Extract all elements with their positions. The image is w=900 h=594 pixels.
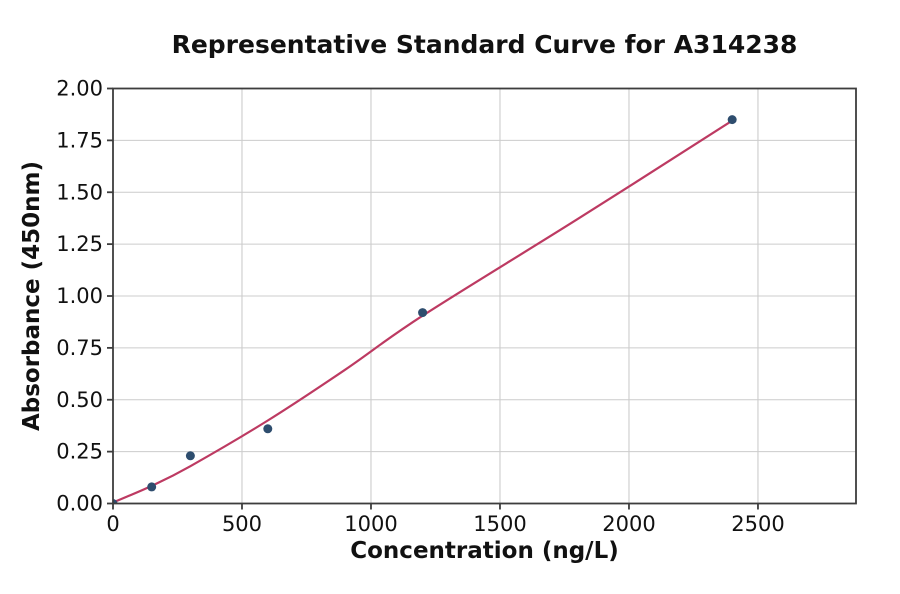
data-point <box>263 424 273 434</box>
data-point <box>418 308 428 318</box>
y-tick-label: 1.75 <box>56 128 103 152</box>
x-tick-label: 1000 <box>344 512 397 536</box>
x-tick-label: 0 <box>106 512 119 536</box>
x-axis-label: Concentration (ng/L) <box>350 538 619 564</box>
y-tick-label: 0.25 <box>56 440 103 464</box>
x-tick-label: 1500 <box>473 512 526 536</box>
chart-title: Representative Standard Curve for A31423… <box>171 30 798 59</box>
y-tick-label: 0.75 <box>56 336 103 360</box>
fit-curve-line <box>113 119 733 504</box>
y-tick-label: 2.00 <box>56 77 103 101</box>
x-tick-label: 2500 <box>731 512 784 536</box>
y-tick-label: 0.50 <box>56 388 103 412</box>
data-point <box>113 499 118 504</box>
y-tick-label: 1.00 <box>56 284 103 308</box>
data-point <box>147 482 157 492</box>
x-tick-label: 2000 <box>602 512 655 536</box>
y-tick-label: 1.25 <box>56 232 103 256</box>
y-tick-label: 0.00 <box>56 492 103 516</box>
y-axis-label: Absorbance (450nm) <box>19 160 45 432</box>
data-point <box>727 115 737 125</box>
y-tick-label: 1.50 <box>56 180 103 204</box>
x-tick-label: 500 <box>222 512 262 536</box>
data-point <box>185 451 195 461</box>
